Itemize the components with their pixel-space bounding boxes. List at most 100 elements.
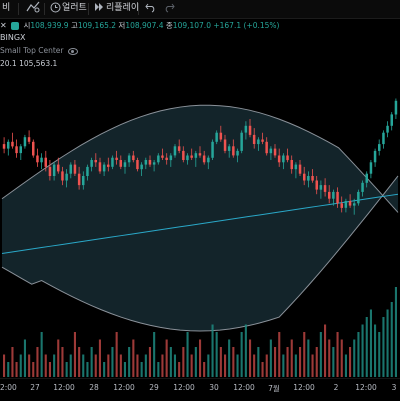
open-label: 시 xyxy=(23,21,31,30)
candle-body xyxy=(378,144,381,151)
candle-body xyxy=(348,201,352,206)
volume-bar xyxy=(94,354,97,377)
volume-bar xyxy=(382,317,385,377)
candle-body xyxy=(244,125,248,133)
volume-bar xyxy=(232,347,235,377)
low-value: 108,907.4 xyxy=(125,21,164,30)
volume-bar xyxy=(136,354,139,377)
candle-body xyxy=(328,191,331,199)
toolbar-divider xyxy=(88,3,89,15)
volume-bar xyxy=(265,354,268,377)
volume-bar xyxy=(190,354,193,377)
candle-body xyxy=(111,157,114,167)
candle-body xyxy=(336,191,339,204)
volume-bar xyxy=(215,332,218,377)
close-label: 종 xyxy=(165,21,173,30)
time-tick: 7월 xyxy=(268,384,280,393)
replay-button[interactable]: 리플레이 xyxy=(106,3,140,13)
time-tick: 30 xyxy=(209,383,219,392)
indicator-icon[interactable] xyxy=(26,1,40,18)
band-basis-line xyxy=(1,193,399,254)
volume-bar xyxy=(369,309,372,377)
volume-bar xyxy=(132,339,135,377)
candle-body xyxy=(207,157,210,163)
candle-body xyxy=(73,164,77,174)
candle-body xyxy=(52,164,56,176)
volume-bar xyxy=(78,347,81,377)
volume-bar xyxy=(86,362,89,377)
candle-body xyxy=(144,160,148,165)
candle-body xyxy=(365,173,368,183)
candle-body xyxy=(382,132,385,145)
candle-body xyxy=(232,146,235,156)
alert-button[interactable]: 얼러트 xyxy=(62,3,87,13)
volume-bar xyxy=(257,347,260,377)
volume-bar xyxy=(19,354,22,377)
candle-body xyxy=(323,185,327,192)
volume-bar xyxy=(65,362,68,377)
candle-body xyxy=(69,164,72,174)
volume-bar xyxy=(290,339,293,377)
candle-body xyxy=(344,201,348,208)
volume-bar xyxy=(361,324,364,377)
candle-body xyxy=(290,160,293,170)
volume-bar xyxy=(357,332,360,377)
volume-bar xyxy=(48,362,51,377)
candle-body xyxy=(165,157,168,160)
volume-bars xyxy=(3,287,397,377)
candle-body xyxy=(307,176,310,181)
volume-bar xyxy=(161,354,164,377)
volume-bar xyxy=(324,324,327,377)
band-fill xyxy=(2,105,398,331)
candle-body xyxy=(294,164,298,170)
candle-body xyxy=(353,203,356,206)
candle-body xyxy=(94,160,97,163)
candle-body xyxy=(40,157,43,163)
undo-icon[interactable] xyxy=(145,1,156,18)
volume-bar xyxy=(349,347,352,377)
toolbar-divider xyxy=(44,3,45,15)
toolbar-divider xyxy=(138,3,139,15)
indicator-name: Small Top Center xyxy=(0,46,64,55)
candlesticks xyxy=(2,98,398,215)
candle-body xyxy=(265,141,268,154)
candle-body xyxy=(282,155,285,163)
volume-bar xyxy=(165,339,168,377)
volume-bar xyxy=(336,332,339,377)
volume-bar xyxy=(40,332,43,377)
volume-bar xyxy=(236,354,239,377)
volume-bar xyxy=(307,339,310,377)
volume-bar xyxy=(169,347,172,377)
time-tick: 12:00 xyxy=(113,383,135,392)
volume-bar xyxy=(119,354,122,377)
candle-body xyxy=(223,139,227,151)
candle-body xyxy=(332,191,335,199)
eye-icon[interactable] xyxy=(67,47,78,55)
open-value: 108,939.9 xyxy=(30,21,69,30)
bollinger-bands xyxy=(1,104,399,332)
candle-body xyxy=(269,148,273,154)
indicator-legend[interactable]: Small Top Center xyxy=(0,46,78,55)
band-lower-line xyxy=(1,175,399,332)
candle-body xyxy=(182,150,185,160)
redo-icon[interactable] xyxy=(164,1,175,18)
replay-icon xyxy=(94,1,105,18)
candle-body xyxy=(373,150,377,163)
close-icon[interactable]: ✕ xyxy=(0,21,7,30)
volume-bar xyxy=(253,354,256,377)
candle-body xyxy=(298,164,302,174)
candle-body xyxy=(90,160,93,167)
candle-body xyxy=(107,164,110,167)
exchange-label: BINGX xyxy=(0,33,26,42)
volume-bar xyxy=(98,339,101,377)
candle-body xyxy=(198,153,202,156)
volume-bar xyxy=(365,317,368,377)
candle-body xyxy=(7,141,10,149)
volume-bar xyxy=(186,332,189,377)
timeframe-menu[interactable]: 비 xyxy=(2,3,11,13)
time-axis[interactable]: 12:00 27 12:00 28 12:00 29 12:00 30 12:0… xyxy=(0,378,400,401)
candle-body xyxy=(152,162,156,165)
candle-body xyxy=(277,155,281,163)
volume-bar xyxy=(207,354,210,377)
